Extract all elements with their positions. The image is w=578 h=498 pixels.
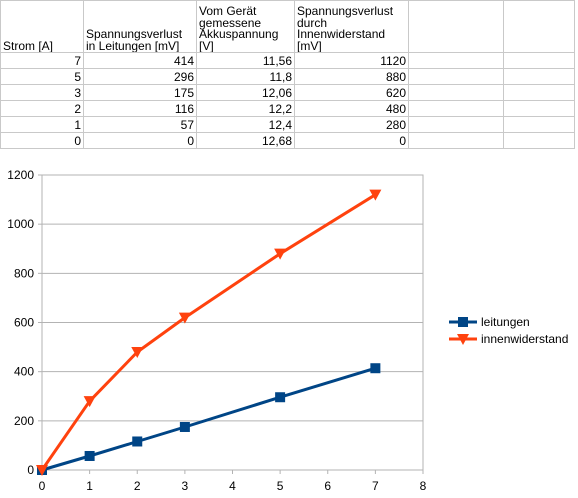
table-cell[interactable]: 5	[0, 68, 84, 85]
spreadsheet: Strom [A] Spannungsverlust in Leitungen …	[0, 0, 578, 160]
data-point-innenwiderstand	[178, 312, 191, 324]
y-tick-label: 800	[14, 266, 34, 280]
table-cell[interactable]: 880	[294, 68, 409, 85]
table-cell[interactable]: 620	[294, 84, 409, 101]
legend-label-innenwiderstand: innenwiderstand	[481, 332, 568, 346]
line-chart[interactable]: 0 200 400 600 800 1000 1200 0 1 2 3 4 5 6 7 8 leitungen i…	[0, 160, 578, 498]
table-cell[interactable]: 7	[0, 52, 84, 69]
header-cell-akkuspannung[interactable]: Vom Gerät gemessene Akkuspannung [V]	[196, 0, 295, 53]
header-cell-innenwiderstand[interactable]: Spannungsverlust durch Innenwiderstand […	[294, 0, 409, 53]
x-tick-label: 6	[324, 479, 331, 493]
legend-marker-leitungen	[458, 317, 468, 327]
empty-cell[interactable]	[408, 68, 504, 85]
table-cell[interactable]: 12,4	[196, 116, 295, 133]
table-cell[interactable]: 0	[294, 132, 409, 149]
x-tick-label: 5	[277, 479, 284, 493]
table-row: 3 175 12,06 620	[0, 84, 575, 101]
data-point-leitungen	[84, 450, 95, 461]
table-cell[interactable]: 12,06	[196, 84, 295, 101]
empty-cell[interactable]	[503, 116, 575, 133]
y-tick-label: 1200	[7, 168, 34, 182]
empty-cell[interactable]	[408, 116, 504, 133]
table-cell[interactable]: 12,68	[196, 132, 295, 149]
empty-cell[interactable]	[503, 84, 575, 101]
table-cell[interactable]: 280	[294, 116, 409, 133]
x-tick-label: 2	[134, 479, 141, 493]
data-point-leitungen	[275, 392, 286, 403]
table-row: 0 0 12,68 0	[0, 132, 575, 149]
data-point-leitungen	[370, 363, 381, 374]
y-tick-label: 200	[14, 414, 34, 428]
legend-label-leitungen: leitungen	[481, 315, 530, 329]
chart-canvas: 0 200 400 600 800 1000 1200 0 1 2 3 4 5 6 7 8 leitungen i…	[7, 168, 568, 493]
table-cell[interactable]: 2	[0, 100, 84, 117]
header-cell-strom[interactable]: Strom [A]	[0, 0, 84, 53]
table-row: 7 414 11,56 1120	[0, 52, 575, 69]
empty-cell[interactable]	[408, 132, 504, 149]
data-point-innenwiderstand	[83, 396, 96, 408]
x-tick-label: 3	[182, 479, 189, 493]
x-tick-label: 4	[229, 479, 236, 493]
table-cell[interactable]: 57	[83, 116, 197, 133]
data-point-innenwiderstand	[274, 248, 287, 260]
table-cell[interactable]: 0	[83, 132, 197, 149]
table-cell[interactable]: 11,56	[196, 52, 295, 69]
table-cell[interactable]: 296	[83, 68, 197, 85]
table-cell[interactable]: 414	[83, 52, 197, 69]
table-cell[interactable]: 0	[0, 132, 84, 149]
table-row: 5 296 11,8 880	[0, 68, 575, 85]
x-tick-label: 0	[39, 479, 46, 493]
table-cell[interactable]: 1120	[294, 52, 409, 69]
table-cell[interactable]: 116	[83, 100, 197, 117]
table-row: 2 116 12,2 480	[0, 100, 575, 117]
header-row: Strom [A] Spannungsverlust in Leitungen …	[0, 0, 575, 53]
empty-cell[interactable]	[408, 0, 504, 53]
empty-cell[interactable]	[503, 100, 575, 117]
data-point-leitungen	[132, 436, 143, 447]
y-tick-label: 1000	[7, 217, 34, 231]
empty-cell[interactable]	[408, 84, 504, 101]
empty-cell[interactable]	[408, 52, 504, 69]
x-tick-label: 8	[420, 479, 427, 493]
series-line-innenwiderstand	[40, 193, 377, 471]
y-tick-label: 0	[27, 463, 34, 477]
data-point-innenwiderstand	[369, 189, 382, 201]
table-cell[interactable]: 11,8	[196, 68, 295, 85]
empty-cell[interactable]	[503, 132, 575, 149]
header-cell-leitungen[interactable]: Spannungsverlust in Leitungen [mV]	[83, 0, 197, 53]
x-tick-label: 7	[372, 479, 379, 493]
legend-marker-innenwiderstand	[457, 334, 469, 345]
empty-cell[interactable]	[503, 0, 575, 53]
table-cell[interactable]: 480	[294, 100, 409, 117]
table-cell[interactable]: 3	[0, 84, 84, 101]
empty-cell[interactable]	[503, 68, 575, 85]
data-point-innenwiderstand	[36, 465, 48, 476]
table-row: 1 57 12,4 280	[0, 116, 575, 133]
data-point-innenwiderstand	[131, 347, 144, 358]
x-tick-label: 1	[86, 479, 93, 493]
empty-cell[interactable]	[503, 52, 575, 69]
y-tick-label: 400	[14, 365, 34, 379]
table-cell[interactable]: 1	[0, 116, 84, 133]
data-table: Strom [A] Spannungsverlust in Leitungen …	[0, 0, 575, 149]
series-line-leitungen	[41, 366, 376, 472]
y-tick-label: 600	[14, 316, 34, 330]
table-cell[interactable]: 175	[83, 84, 197, 101]
data-point-leitungen	[179, 421, 190, 432]
table-cell[interactable]: 12,2	[196, 100, 295, 117]
empty-cell[interactable]	[408, 100, 504, 117]
